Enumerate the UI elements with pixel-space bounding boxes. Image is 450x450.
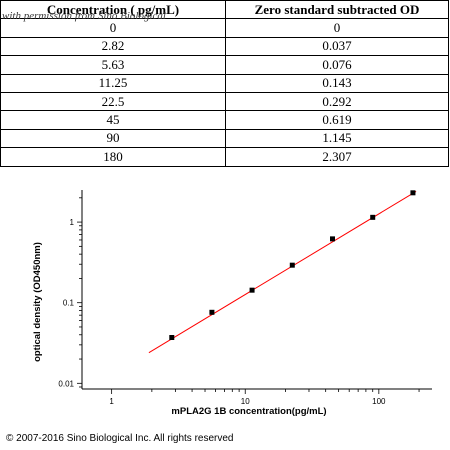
table-row: 45 0.619 xyxy=(0,110,449,130)
x-tick-label: 1 xyxy=(109,397,114,406)
y-tick-label: 1 xyxy=(70,218,75,227)
table-cell-od: 0.143 xyxy=(225,73,449,93)
table-cell-od: 0.619 xyxy=(225,110,449,130)
table-cell-od: 0 xyxy=(225,18,449,38)
copyright-notice: © 2007-2016 Sino Biological Inc. All rig… xyxy=(6,433,234,444)
x-tick-label: 100 xyxy=(372,397,386,406)
data-point xyxy=(330,236,336,242)
table-row: 5.63 0.076 xyxy=(0,55,449,75)
standard-curve-table: Concentration ( pg/mL) Zero standard sub… xyxy=(0,0,449,167)
x-tick-label: 10 xyxy=(241,397,250,406)
table-row: 90 1.145 xyxy=(0,128,449,149)
x-axis-label: mPLA2G 1B concentration(pg/mL) xyxy=(171,406,326,417)
y-tick-label: 0.1 xyxy=(63,299,75,308)
y-axis-label: optical density (OD450nm) xyxy=(32,242,43,362)
table-cell-concentration: 2.82 xyxy=(0,36,226,57)
table-cell-concentration: 11.25 xyxy=(0,73,226,93)
table-cell-concentration: 90 xyxy=(0,128,226,149)
table-cell-concentration: 5.63 xyxy=(0,55,226,75)
data-point xyxy=(289,262,295,268)
data-point xyxy=(410,190,416,196)
data-point xyxy=(370,214,376,220)
y-tick-label: 0.01 xyxy=(58,379,74,388)
chart-ticks: 1 10 100 0.01 0.1 1 xyxy=(58,197,420,406)
table-cell-od: 0.037 xyxy=(225,36,449,57)
fit-line xyxy=(148,191,417,354)
chart-axes xyxy=(81,190,432,390)
table-row: 11.25 0.143 xyxy=(0,73,449,93)
table-cell-concentration: 180 xyxy=(0,147,226,167)
data-point xyxy=(249,287,255,293)
column-header-od: Zero standard subtracted OD xyxy=(225,0,449,20)
chart-points-layer xyxy=(169,190,416,341)
table-row: 2.82 0.037 xyxy=(0,36,449,57)
standard-curve-chart: 1 10 100 0.01 0.1 1 mPLA2G 1B concentration(p… xyxy=(32,190,432,417)
table-row: 22.5 0.292 xyxy=(0,91,449,112)
table-cell-od: 0.076 xyxy=(225,55,449,75)
table-cell-od: 2.307 xyxy=(225,147,449,167)
table-cell-od: 1.145 xyxy=(225,128,449,149)
chart-fit-line-layer xyxy=(148,191,417,354)
table-cell-od: 0.292 xyxy=(225,91,449,112)
table-cell-concentration: 45 xyxy=(0,110,226,130)
table-cell-concentration: 22.5 xyxy=(0,91,226,112)
data-point xyxy=(169,335,175,341)
permission-watermark: with permission from Sino Biological xyxy=(2,10,166,22)
table-row: 180 2.307 xyxy=(0,147,449,167)
data-point xyxy=(209,309,215,315)
